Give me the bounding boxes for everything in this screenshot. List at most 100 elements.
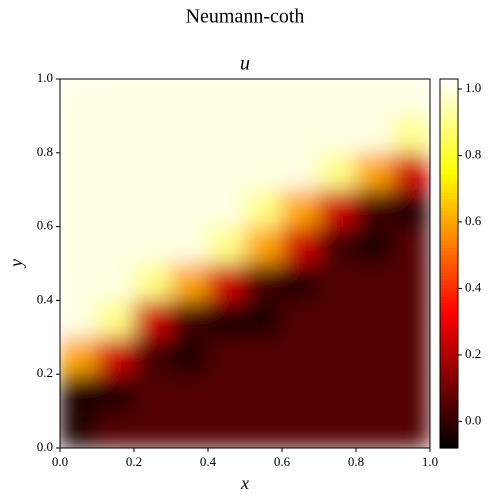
- colorbar-swatch: [440, 346, 458, 351]
- heatmap-cell: [392, 226, 430, 264]
- heatmap-cell: [355, 410, 394, 448]
- colorbar-swatch: [440, 401, 458, 406]
- heatmap-area: [60, 79, 430, 448]
- colorbar-swatch: [440, 411, 458, 415]
- heatmap-cell: [244, 189, 283, 228]
- colorbar-swatch: [440, 321, 458, 326]
- colorbar-swatch: [440, 334, 458, 338]
- colorbar-swatch: [440, 122, 458, 126]
- colorbar-swatch: [440, 435, 458, 440]
- heatmap-cell: [392, 115, 430, 154]
- colorbar-swatch: [440, 337, 458, 341]
- heatmap-cell: [318, 152, 357, 191]
- colorbar-swatch: [440, 312, 458, 317]
- heatmap-cell: [96, 410, 135, 448]
- heatmap-cell: [392, 299, 430, 338]
- colorbar-swatch: [440, 235, 458, 240]
- y-tick-label: 0.8: [37, 144, 53, 159]
- heatmap-cell: [392, 336, 430, 375]
- heatmap-cell: [318, 263, 357, 301]
- colorbar-swatch: [440, 364, 458, 369]
- colorbar-swatch: [440, 374, 458, 378]
- colorbar-swatch: [440, 162, 458, 166]
- y-axis-label: y: [6, 259, 26, 269]
- heatmap-cell: [207, 336, 246, 375]
- y-tick-label: 0.0: [37, 439, 53, 454]
- colorbar-swatch: [440, 146, 458, 151]
- heatmap-cell: [170, 189, 209, 228]
- colorbar-swatch: [440, 103, 458, 108]
- heatmap-cell: [96, 79, 135, 117]
- colorbar-swatch: [440, 257, 458, 262]
- heatmap-cell: [355, 189, 394, 228]
- colorbar-swatch: [440, 429, 458, 434]
- heatmap-cell: [96, 189, 135, 228]
- heatmap-cell: [244, 336, 283, 375]
- colorbar-swatch: [440, 414, 458, 418]
- heatmap-cell: [244, 299, 283, 338]
- colorbar-swatch: [440, 85, 458, 89]
- colorbar-swatch: [440, 211, 458, 215]
- heatmap-cell: [355, 226, 394, 264]
- heatmap-cell: [207, 263, 246, 301]
- heatmap-cell: [170, 226, 209, 264]
- heatmap-cell: [244, 263, 283, 301]
- colorbar-swatch: [440, 275, 458, 280]
- colorbar-swatch: [440, 278, 458, 283]
- heatmap-cell: [281, 152, 320, 191]
- colorbar-swatch: [440, 106, 458, 111]
- colorbar-swatch: [440, 444, 458, 449]
- colorbar-swatch: [440, 137, 458, 142]
- heatmap-cell: [60, 299, 98, 338]
- heatmap-cell: [392, 410, 430, 448]
- heatmap-cell: [355, 115, 394, 154]
- heatmap-cell: [96, 263, 135, 301]
- heatmap-cell: [60, 152, 98, 191]
- heatmap-cell: [318, 226, 357, 264]
- x-tick-label: 0.4: [200, 454, 217, 469]
- heatmap-cell: [170, 263, 209, 301]
- heatmap-cell: [133, 336, 172, 375]
- colorbar-swatch: [440, 88, 458, 92]
- colorbar-swatch: [440, 331, 458, 335]
- heatmap-cell: [244, 115, 283, 154]
- colorbar-swatch: [440, 318, 458, 323]
- heatmap-cell: [133, 410, 172, 448]
- heatmap-cell: [281, 373, 320, 412]
- colorbar-swatch: [440, 386, 458, 391]
- colorbar-swatch: [440, 343, 458, 348]
- colorbar-swatch: [440, 174, 458, 178]
- colorbar-tick-label: 0.2: [465, 346, 481, 361]
- colorbar-swatch: [440, 171, 458, 175]
- colorbar-swatch: [440, 91, 458, 95]
- heatmap-cell: [281, 299, 320, 338]
- axes-title: u: [240, 53, 250, 75]
- colorbar-swatch: [440, 248, 458, 252]
- heatmap-cell: [133, 79, 172, 117]
- heatmap-cell: [281, 79, 320, 117]
- colorbar-swatch: [440, 395, 458, 400]
- heatmap-cell: [133, 263, 172, 301]
- colorbar-swatch: [440, 165, 458, 169]
- heatmap-cell: [281, 410, 320, 448]
- heatmap-cell: [60, 373, 98, 412]
- heatmap-cell: [355, 79, 394, 117]
- colorbar-swatch: [440, 303, 458, 308]
- colorbar-swatch: [440, 202, 458, 206]
- colorbar-swatch: [440, 245, 458, 249]
- colorbar-tick-label: 0.0: [465, 412, 481, 427]
- heatmap-cell: [281, 263, 320, 301]
- heatmap-cell: [392, 152, 430, 191]
- heatmap-cell: [96, 299, 135, 338]
- colorbar-swatch: [440, 438, 458, 443]
- colorbar-tick-label: 0.4: [465, 279, 482, 294]
- heatmap-cell: [170, 115, 209, 154]
- colorbar-swatch: [440, 226, 458, 231]
- x-tick-label: 1.0: [422, 454, 438, 469]
- colorbar-swatch: [440, 134, 458, 139]
- colorbar-swatch: [440, 432, 458, 437]
- heatmap-cell: [318, 189, 357, 228]
- colorbar-swatch: [440, 82, 458, 86]
- colorbar-swatch: [440, 263, 458, 268]
